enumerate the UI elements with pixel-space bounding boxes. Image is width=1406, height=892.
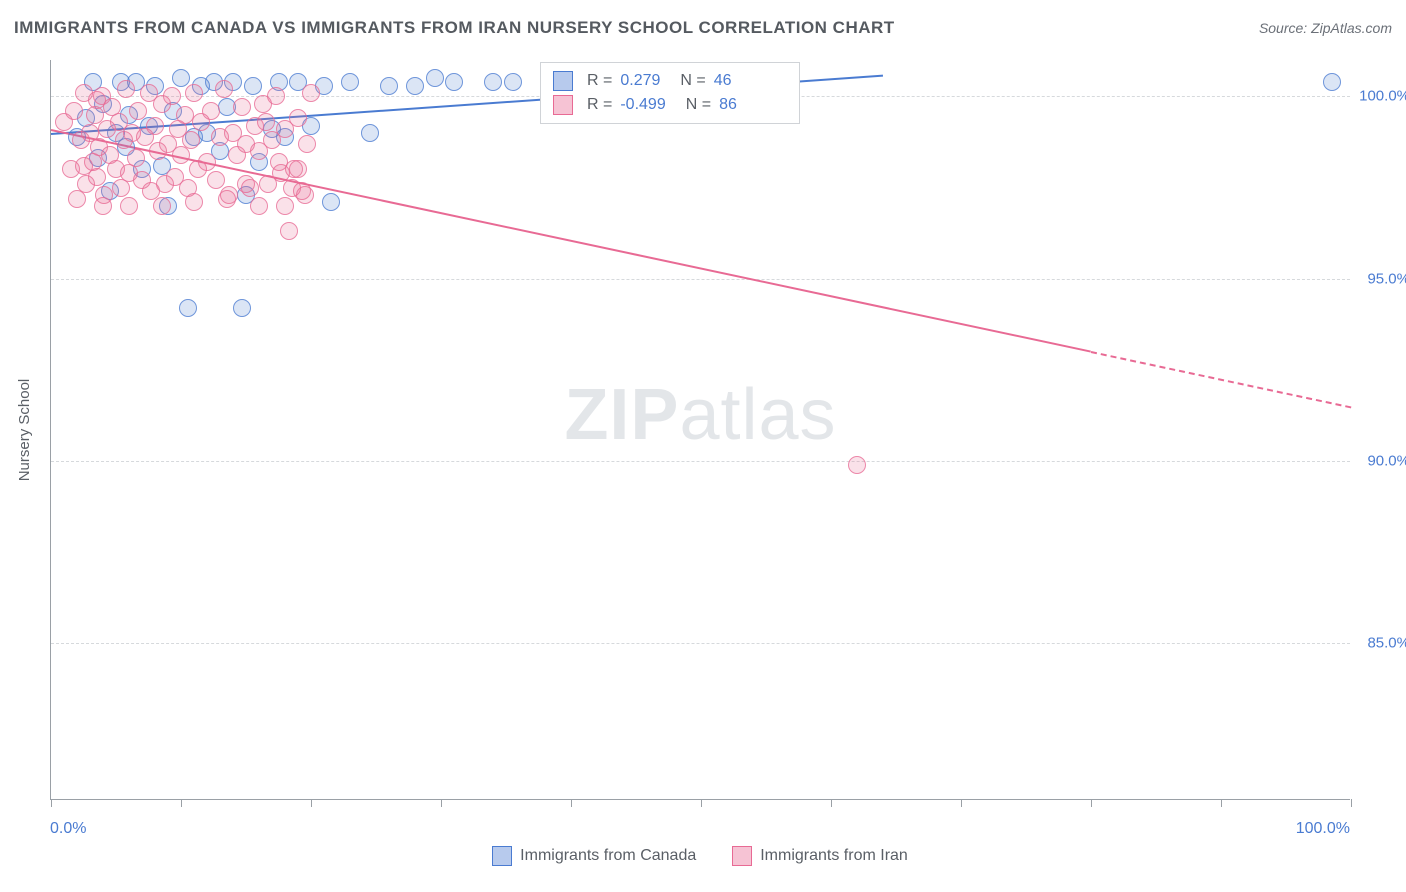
data-point	[117, 80, 135, 98]
title-row: IMMIGRANTS FROM CANADA VS IMMIGRANTS FRO…	[14, 18, 1392, 38]
chart-container: IMMIGRANTS FROM CANADA VS IMMIGRANTS FRO…	[0, 0, 1406, 892]
data-point	[233, 299, 251, 317]
data-point	[322, 193, 340, 211]
data-point	[75, 157, 93, 175]
x-tick	[1091, 799, 1092, 807]
data-point	[182, 131, 200, 149]
n-label: N =	[686, 96, 711, 114]
y-tick-label: 95.0%	[1367, 270, 1406, 287]
x-tick	[831, 799, 832, 807]
data-point	[289, 160, 307, 178]
legend-label: Immigrants from Iran	[760, 847, 908, 864]
data-point	[237, 175, 255, 193]
y-axis-label: Nursery School	[16, 379, 33, 482]
data-point	[127, 149, 145, 167]
watermark: ZIPatlas	[564, 374, 836, 456]
data-point	[233, 98, 251, 116]
x-tick	[51, 799, 52, 807]
data-point	[267, 87, 285, 105]
x-tick	[181, 799, 182, 807]
y-tick-label: 85.0%	[1367, 635, 1406, 652]
data-point	[380, 77, 398, 95]
legend-swatch	[732, 846, 752, 866]
x-tick	[701, 799, 702, 807]
data-point	[163, 87, 181, 105]
x-tick	[311, 799, 312, 807]
stats-legend-row: R = -0.499 N = 86	[553, 93, 787, 117]
source-label: Source: ZipAtlas.com	[1259, 20, 1392, 36]
data-point	[296, 186, 314, 204]
n-label: N =	[680, 72, 705, 90]
data-point	[504, 73, 522, 91]
data-point	[244, 77, 262, 95]
data-point	[280, 222, 298, 240]
data-point	[218, 190, 236, 208]
x-tick	[961, 799, 962, 807]
data-point	[406, 77, 424, 95]
data-point	[185, 84, 203, 102]
chart-title: IMMIGRANTS FROM CANADA VS IMMIGRANTS FRO…	[14, 18, 895, 38]
data-point	[1323, 73, 1341, 91]
data-point	[198, 153, 216, 171]
data-point	[361, 124, 379, 142]
data-point	[341, 73, 359, 91]
watermark-rest: atlas	[679, 375, 836, 455]
data-point	[215, 80, 233, 98]
r-label: R =	[587, 96, 612, 114]
data-point	[276, 197, 294, 215]
data-point	[202, 102, 220, 120]
legend-item: Immigrants from Iran	[732, 846, 908, 866]
plot-area: ZIPatlas 85.0%90.0%95.0%100.0%	[50, 60, 1350, 800]
data-point	[289, 109, 307, 127]
gridline-h	[51, 279, 1350, 280]
r-label: R =	[587, 72, 612, 90]
data-point	[129, 102, 147, 120]
data-point	[426, 69, 444, 87]
n-value: 86	[719, 96, 737, 114]
data-point	[120, 197, 138, 215]
x-axis-labels: 0.0% 100.0%	[50, 820, 1350, 838]
data-point	[94, 197, 112, 215]
y-tick-label: 100.0%	[1359, 88, 1406, 105]
data-point	[298, 135, 316, 153]
data-point	[153, 197, 171, 215]
watermark-bold: ZIP	[564, 375, 679, 455]
data-point	[445, 73, 463, 91]
legend-swatch	[553, 95, 573, 115]
y-tick-label: 90.0%	[1367, 452, 1406, 469]
data-point	[207, 171, 225, 189]
stats-legend: R =0.279N =46R =-0.499N =86	[540, 62, 800, 124]
stats-legend-row: R = 0.279 N = 46	[553, 69, 787, 93]
x-tick	[1221, 799, 1222, 807]
data-point	[270, 153, 288, 171]
data-point	[146, 117, 164, 135]
data-point	[172, 69, 190, 87]
data-point	[848, 456, 866, 474]
x-tick	[571, 799, 572, 807]
trend-line	[1091, 351, 1351, 408]
data-point	[185, 193, 203, 211]
x-max-label: 100.0%	[1296, 820, 1350, 838]
data-point	[88, 91, 106, 109]
data-point	[179, 299, 197, 317]
data-point	[65, 102, 83, 120]
x-tick	[441, 799, 442, 807]
legend-item: Immigrants from Canada	[492, 846, 696, 866]
gridline-h	[51, 461, 1350, 462]
legend-swatch	[492, 846, 512, 866]
data-point	[484, 73, 502, 91]
r-value: -0.499	[620, 96, 665, 114]
gridline-h	[51, 643, 1350, 644]
legend-label: Immigrants from Canada	[520, 847, 696, 864]
data-point	[257, 113, 275, 131]
series-legend: Immigrants from Canada Immigrants from Ir…	[50, 846, 1350, 866]
legend-swatch	[553, 71, 573, 91]
x-min-label: 0.0%	[50, 820, 86, 838]
data-point	[302, 84, 320, 102]
x-tick	[1351, 799, 1352, 807]
data-point	[250, 197, 268, 215]
n-value: 46	[714, 72, 732, 90]
r-value: 0.279	[620, 72, 660, 90]
